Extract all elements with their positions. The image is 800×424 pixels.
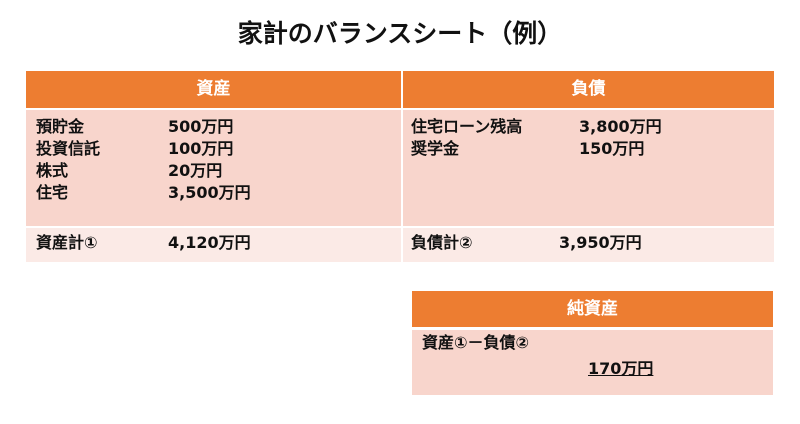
asset-row: 住宅 3,500万円 <box>36 182 401 204</box>
asset-value: 100万円 <box>168 139 234 158</box>
asset-row: 投資信託 100万円 <box>36 138 401 160</box>
asset-label: 株式 <box>36 161 69 180</box>
assets-total-label: 資産計① <box>36 233 98 252</box>
asset-label: 住宅 <box>36 183 69 202</box>
liability-row: 住宅ローン残高 3,800万円 <box>411 116 774 138</box>
liability-label: 奨学金 <box>411 139 460 158</box>
page-title: 家計のバランスシート（例） <box>237 19 563 48</box>
asset-row: 株式 20万円 <box>36 160 401 182</box>
liability-value: 3,800万円 <box>579 117 662 136</box>
net-assets-formula: 資産①－負債② <box>422 333 530 352</box>
asset-value: 500万円 <box>168 117 234 136</box>
liabilities-total-value: 3,950万円 <box>559 233 642 252</box>
liability-label: 住宅ローン残高 <box>411 117 523 136</box>
net-assets-value: 170万円 <box>588 359 654 378</box>
net-assets-header: 純資産 <box>412 291 773 327</box>
asset-label: 投資信託 <box>36 139 101 158</box>
liabilities-header: 負債 <box>403 71 774 108</box>
asset-value: 20万円 <box>168 161 223 180</box>
assets-body: 預貯金 500万円 投資信託 100万円 株式 20万円 住宅 3,500万円 <box>26 110 401 226</box>
liability-value: 150万円 <box>579 139 645 158</box>
assets-header: 資産 <box>26 71 401 108</box>
liabilities-body: 住宅ローン残高 3,800万円 奨学金 150万円 <box>403 110 774 226</box>
asset-label: 預貯金 <box>36 117 85 136</box>
liabilities-total-row: 負債計② 3,950万円 <box>403 228 774 262</box>
liability-row: 奨学金 150万円 <box>411 138 774 160</box>
asset-value: 3,500万円 <box>168 183 251 202</box>
assets-total-row: 資産計① 4,120万円 <box>26 228 401 262</box>
net-assets-body: 資産①－負債② 170万円 <box>412 330 773 395</box>
liabilities-total-label: 負債計② <box>411 233 473 252</box>
asset-row: 預貯金 500万円 <box>36 116 401 138</box>
assets-total-value: 4,120万円 <box>168 233 251 252</box>
